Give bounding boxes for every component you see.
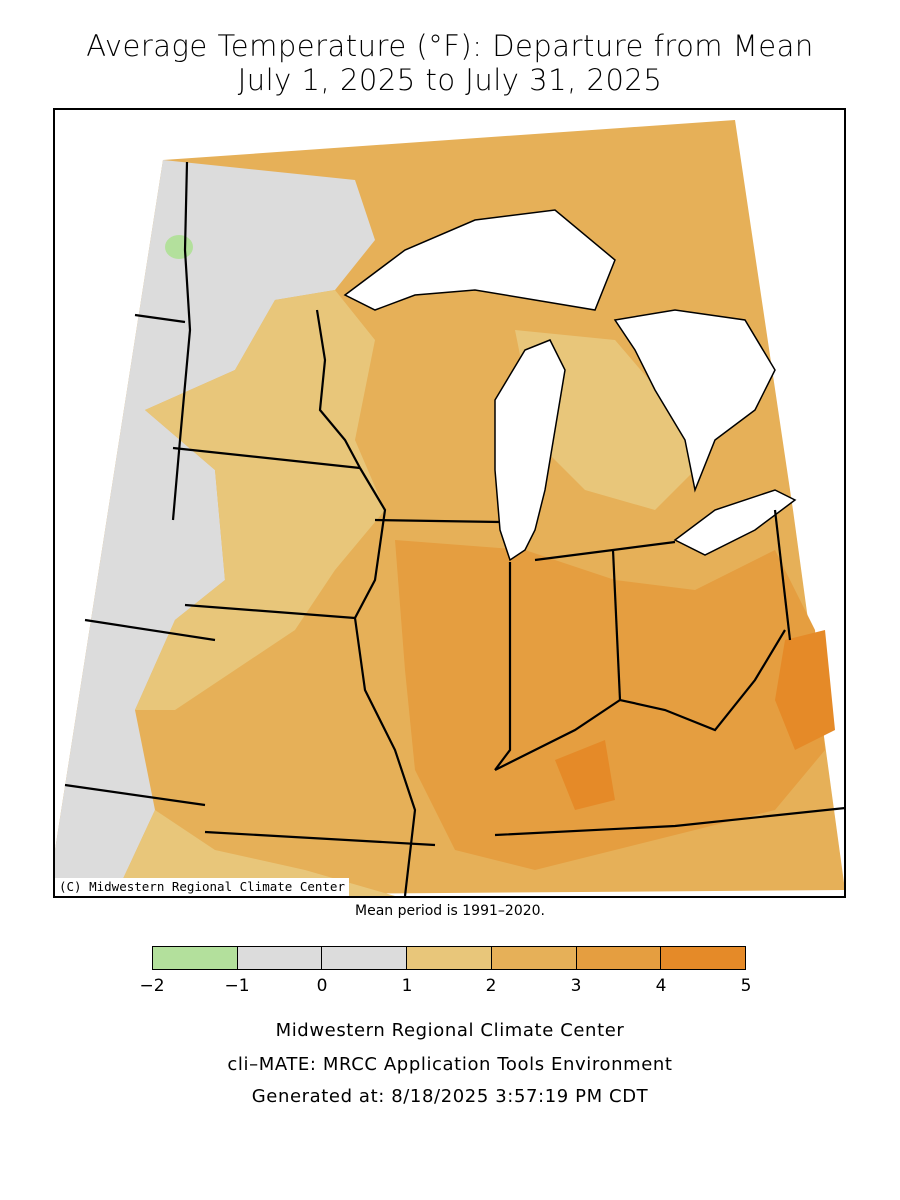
- legend-tick-label: −1: [224, 976, 250, 996]
- legend-tick-label: 2: [485, 976, 497, 996]
- warmest-region-2: [775, 630, 835, 750]
- border-il-in: [494, 562, 512, 771]
- cool-spot: [165, 235, 193, 259]
- legend-swatch: [153, 947, 238, 969]
- map-frame: [53, 108, 846, 898]
- warm-region: [395, 540, 825, 870]
- border-ia-mo: [184, 603, 356, 620]
- border-wi-mn: [315, 309, 361, 469]
- color-legend: [152, 946, 746, 970]
- legend-swatch: [661, 947, 746, 969]
- mean-period-note: Mean period is 1991–2020.: [355, 903, 545, 919]
- legend-tick-label: 4: [655, 976, 667, 996]
- border-in-oh: [611, 549, 622, 701]
- border-mo-ar: [204, 830, 436, 847]
- footer-generated-at: Generated at: 8/18/2025 3:57:19 PM CDT: [251, 1086, 649, 1107]
- warmest-region: [555, 740, 615, 810]
- legend-swatch: [407, 947, 492, 969]
- copyright-label: (C) Midwestern Regional Climate Center: [55, 878, 349, 896]
- lake-erie: [673, 489, 797, 556]
- border-pa-oh: [773, 509, 792, 641]
- lake-huron: [613, 309, 776, 493]
- legend-swatch: [237, 947, 323, 969]
- lake-superior: [343, 209, 616, 311]
- legend-tick-label: 5: [740, 976, 752, 996]
- border-mi-in-oh: [534, 540, 676, 562]
- state-borders: [64, 161, 846, 897]
- temperature-departure-map: [55, 120, 846, 897]
- border-wi-il: [374, 518, 501, 524]
- border-ne-ks: [64, 783, 206, 807]
- legend-swatch: [491, 947, 577, 969]
- lake-michigan: [494, 339, 566, 562]
- slightly-warm-region-3: [115, 810, 395, 896]
- border-mn-ia: [172, 446, 361, 470]
- legend-tick-label: 3: [570, 976, 582, 996]
- map-title-line-1: Average Temperature (°F): Departure from…: [86, 29, 814, 63]
- legend-tick-label: −2: [139, 976, 165, 996]
- border-ky-tn: [494, 806, 846, 837]
- legend-tick-label: 1: [401, 976, 413, 996]
- legend-swatch: [576, 947, 662, 969]
- footer-organization: Midwestern Regional Climate Center: [275, 1020, 625, 1041]
- border-ohio-river: [494, 629, 786, 771]
- legend-tick-label: 0: [316, 976, 328, 996]
- border-nd-sd: [134, 313, 186, 324]
- border-mississippi: [353, 467, 417, 897]
- border-mn-dakotas: [171, 161, 192, 521]
- legend-swatch: [322, 947, 408, 969]
- footer-application: cli–MATE: MRCC Application Tools Environ…: [227, 1054, 673, 1075]
- below-normal-region: [55, 160, 375, 896]
- border-sd-ne: [84, 618, 216, 642]
- map-title-line-2: July 1, 2025 to July 31, 2025: [237, 63, 663, 97]
